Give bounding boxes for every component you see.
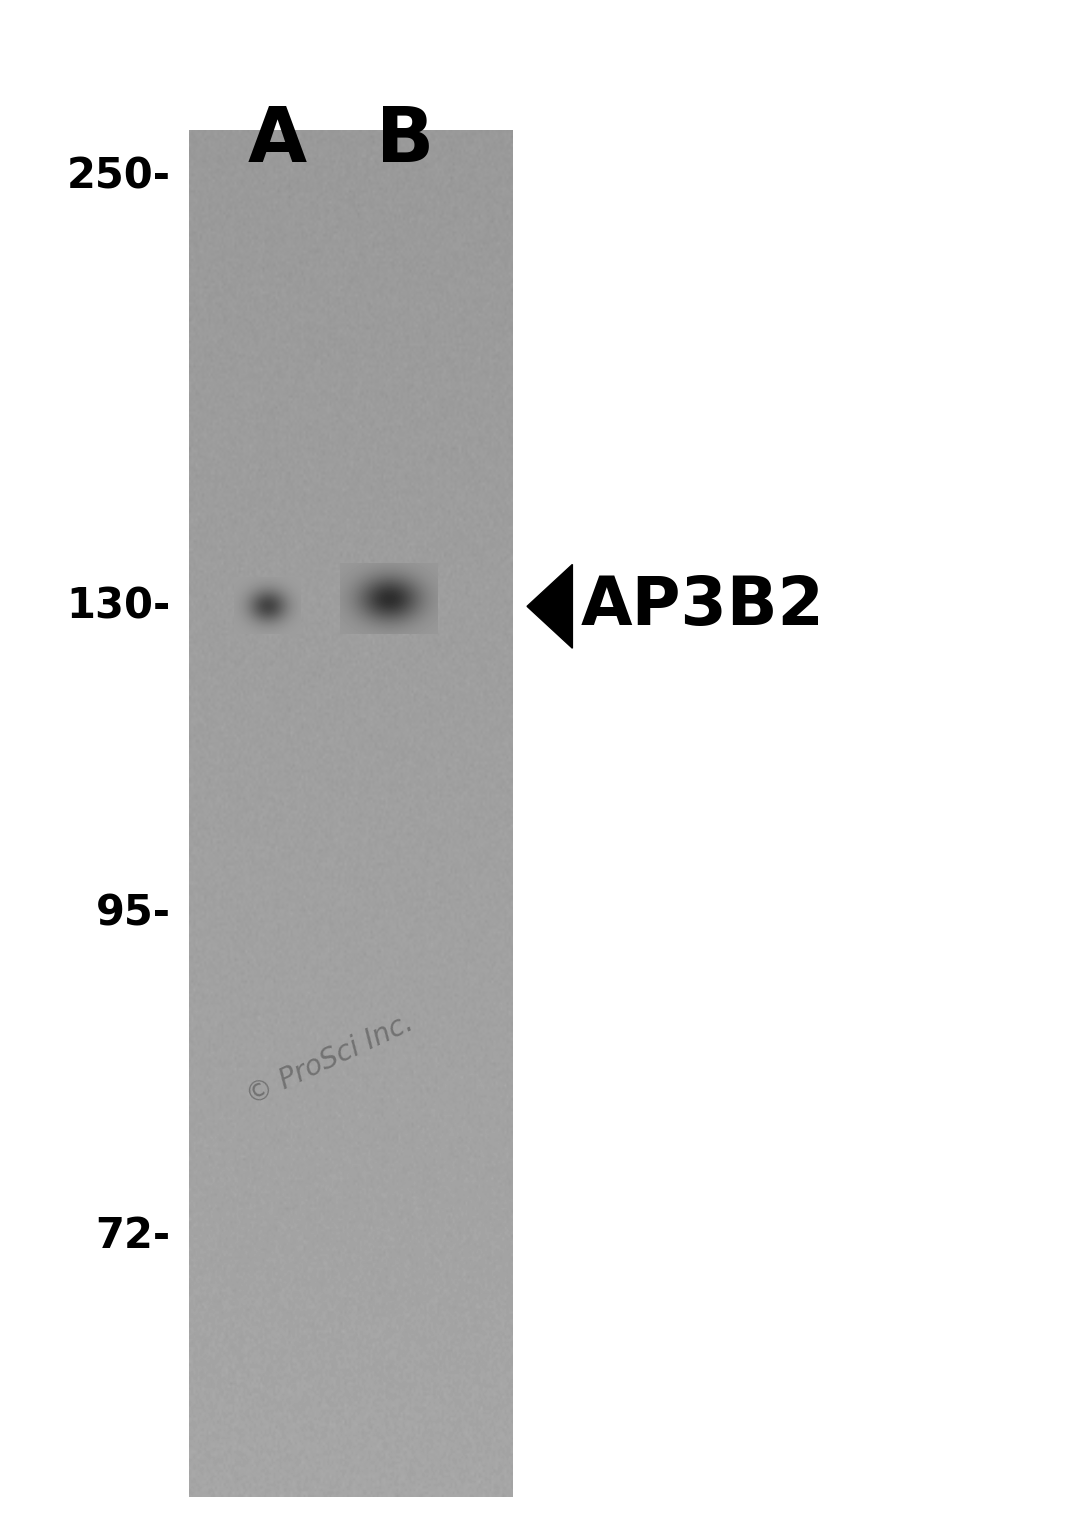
Text: AP3B2: AP3B2	[581, 574, 825, 639]
Text: 250-: 250-	[67, 155, 171, 198]
Text: 130-: 130-	[66, 585, 171, 628]
Polygon shape	[527, 565, 572, 648]
Text: B: B	[376, 104, 434, 178]
Text: 95-: 95-	[96, 892, 171, 935]
Text: A: A	[248, 104, 307, 178]
Text: 72-: 72-	[95, 1214, 171, 1257]
Text: © ProSci Inc.: © ProSci Inc.	[242, 1008, 417, 1110]
